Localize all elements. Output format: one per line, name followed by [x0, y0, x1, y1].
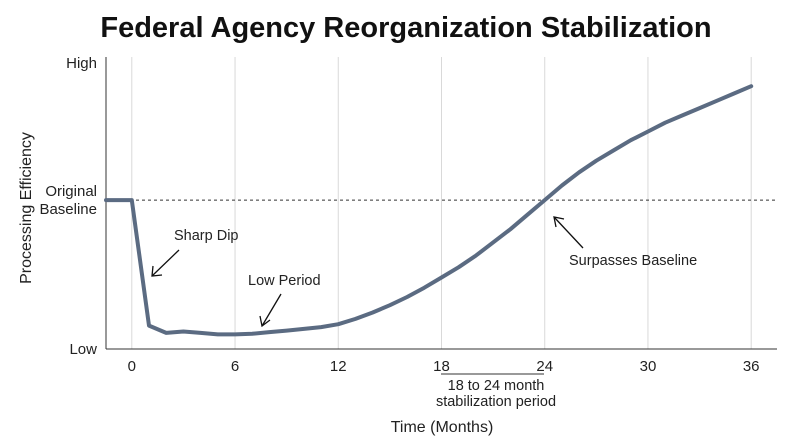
- annotation-sharp-dip: Sharp Dip: [174, 228, 238, 244]
- y-tick-label-98: High: [66, 55, 97, 72]
- series-line: [104, 84, 754, 337]
- x-tick-label-30: 30: [640, 358, 657, 375]
- x-axis-label: Time (Months): [391, 419, 494, 436]
- chart-title: Federal Agency Reorganization Stabilizat…: [100, 12, 711, 44]
- arrow-low-period: [259, 293, 282, 328]
- x-tick-labels: 0 6 12 18 24 30 36: [128, 358, 760, 375]
- x-tick-label-36: 36: [743, 358, 760, 375]
- y-axis-label: Processing Efficiency: [18, 132, 35, 284]
- y-tick-label-51-line1: Original: [45, 183, 97, 200]
- stabilization-period-label-line1: 18 to 24 month: [448, 378, 545, 394]
- annotation-surpasses-baseline: Surpasses Baseline: [569, 253, 697, 269]
- grid-lines: [131, 57, 752, 349]
- y-tick-label-0: Low: [69, 341, 97, 358]
- axes: [105, 57, 777, 350]
- x-tick-label-18: 18: [433, 358, 450, 375]
- x-tick-label-12: 12: [330, 358, 347, 375]
- y-tick-label-51-line2: Baseline: [39, 201, 97, 218]
- x-tick-label-6: 6: [231, 358, 239, 375]
- arrow-surpasses-baseline: [553, 216, 584, 249]
- x-tick-label-0: 0: [128, 358, 136, 375]
- arrow-sharp-dip: [151, 249, 180, 277]
- stabilization-period-label-line2: stabilization period: [436, 394, 556, 410]
- annotation-low-period: Low Period: [248, 273, 321, 289]
- x-tick-label-24: 24: [536, 358, 553, 375]
